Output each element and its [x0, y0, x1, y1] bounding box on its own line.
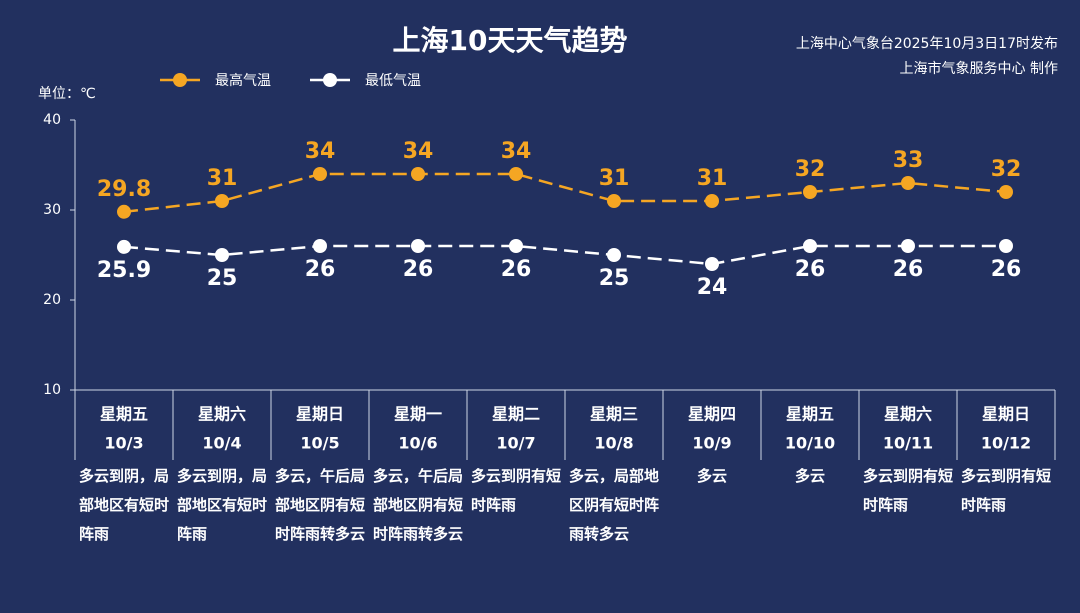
weather-text: 多云到阴有短时阵雨 [471, 467, 562, 514]
data-label: 26 [305, 257, 336, 282]
data-point [411, 239, 425, 253]
x-tick-label: 10/3 [104, 434, 143, 453]
y-axis-label: 单位：℃ [38, 86, 96, 102]
x-tick-label: 10/8 [594, 434, 633, 453]
weather-text: 多云，午后局部地区阴有短时阵雨转多云 [373, 467, 464, 543]
weekday-label: 星期二 [492, 405, 540, 424]
weather-text: 多云 [696, 467, 727, 485]
data-label: 29.8 [97, 177, 151, 202]
weather-description: 多云，午后局部地区阴有短时阵雨转多云 [373, 462, 463, 549]
data-label: 26 [893, 257, 924, 282]
data-label: 25.9 [97, 258, 151, 283]
data-label: 31 [599, 166, 630, 191]
data-label: 33 [893, 148, 924, 173]
x-tick-label: 10/10 [785, 434, 835, 453]
data-label: 31 [697, 166, 728, 191]
data-point [803, 185, 817, 199]
data-point [313, 239, 327, 253]
weekday-label: 星期五 [786, 405, 834, 424]
data-label: 34 [501, 139, 532, 164]
data-label: 26 [501, 257, 532, 282]
data-point [509, 239, 523, 253]
weather-description: 多云 [765, 462, 855, 491]
data-label: 34 [403, 139, 434, 164]
data-label: 26 [991, 257, 1022, 282]
data-point [215, 248, 229, 262]
x-tick-label: 10/9 [692, 434, 731, 453]
x-tick-label: 10/12 [981, 434, 1031, 453]
series-line [123, 172, 1007, 214]
data-point [313, 167, 327, 181]
weather-description: 多云到阴有短时阵雨 [471, 462, 561, 520]
x-tick-label: 10/6 [398, 434, 437, 453]
weekday-label: 星期六 [198, 405, 246, 424]
weather-description: 多云到阴有短时阵雨 [961, 462, 1051, 520]
data-label: 26 [795, 257, 826, 282]
x-tick-label: 10/11 [883, 434, 933, 453]
weather-text: 多云，午后局部地区阴有短时阵雨转多云 [275, 467, 366, 543]
x-tick-label: 10/5 [300, 434, 339, 453]
weather-text: 多云，局部地区阴有短时阵雨转多云 [569, 467, 660, 543]
y-tick-label: 10 [43, 382, 61, 398]
weather-text: 多云到阴有短时阵雨 [863, 467, 954, 514]
data-label: 25 [207, 266, 238, 291]
legend-marker [323, 73, 337, 87]
data-point [705, 257, 719, 271]
source: 上海中心气象台2025年10月3日17时发布 [796, 36, 1058, 52]
data-point [705, 194, 719, 208]
weather-description: 多云，局部地区阴有短时阵雨转多云 [569, 462, 659, 549]
weather-description: 多云，午后局部地区阴有短时阵雨转多云 [275, 462, 365, 549]
weekday-label: 星期日 [296, 405, 344, 424]
weather-description: 多云 [667, 462, 757, 491]
data-point [901, 176, 915, 190]
y-tick-label: 20 [43, 292, 61, 308]
data-point [999, 185, 1013, 199]
data-point [117, 239, 131, 254]
chart-title: 上海10天天气趋势 [393, 24, 628, 57]
weather-text: 多云到阴，局部地区有短时阵雨 [79, 467, 170, 543]
weekday-label: 星期四 [688, 405, 736, 424]
data-point [607, 248, 621, 262]
legend-label: 最低气温 [365, 73, 421, 89]
data-point [215, 194, 229, 208]
source: 上海市气象服务中心 制作 [900, 60, 1058, 77]
weekday-label: 星期日 [982, 405, 1030, 424]
weather-description: 多云到阴，局部地区有短时阵雨 [177, 462, 267, 549]
data-point [117, 204, 131, 219]
data-point [411, 167, 425, 181]
weather-description: 多云到阴，局部地区有短时阵雨 [79, 462, 169, 549]
data-point [509, 167, 523, 181]
series-line [123, 244, 1006, 266]
weather-text: 多云 [794, 467, 825, 485]
x-tick-label: 10/7 [496, 434, 535, 453]
data-label: 26 [403, 257, 434, 282]
data-label: 24 [697, 275, 728, 300]
weather-text: 多云到阴，局部地区有短时阵雨 [177, 467, 268, 543]
data-point [999, 239, 1013, 253]
data-point [803, 239, 817, 253]
weather-description: 多云到阴有短时阵雨 [863, 462, 953, 520]
weather-text: 多云到阴有短时阵雨 [961, 467, 1052, 514]
data-label: 34 [305, 139, 336, 164]
y-tick-label: 30 [43, 202, 61, 218]
weekday-label: 星期三 [590, 405, 638, 424]
legend-label: 最高气温 [215, 72, 271, 89]
weekday-label: 星期六 [884, 405, 932, 424]
data-point [901, 239, 915, 253]
weekday-label: 星期五 [100, 405, 148, 424]
data-label: 32 [991, 157, 1022, 182]
y-tick-label: 40 [43, 112, 61, 128]
data-label: 32 [795, 157, 826, 182]
weekday-label: 星期一 [394, 405, 442, 424]
x-tick-label: 10/4 [202, 434, 241, 453]
data-label: 25 [599, 266, 630, 291]
legend-marker [173, 73, 187, 87]
data-point [607, 194, 621, 208]
data-label: 31 [207, 166, 238, 191]
